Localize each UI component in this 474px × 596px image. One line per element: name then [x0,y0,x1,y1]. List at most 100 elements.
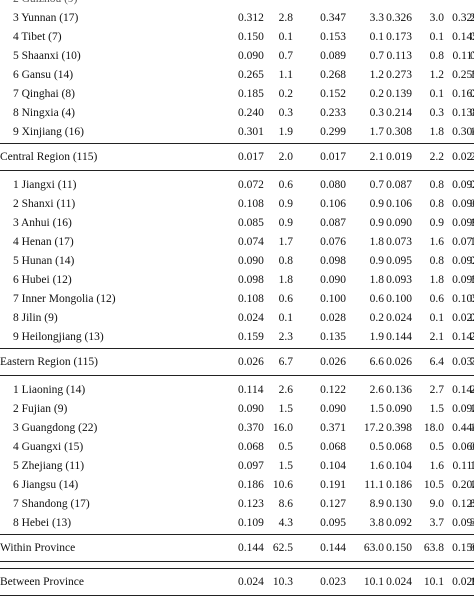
cell-value: 0.326 [386,12,412,24]
cell-value: 0.104 [320,460,346,472]
table-row: 6 Hubei (12) 0.098 1.8 0.090 1.8 0.093 1.8 0.09… [0,271,474,290]
table-row: 7 Shandong (17) 0.123 8.6 0.127 8.9 0.130 9.0 0… [0,495,474,514]
cell-value: 2.0 [470,331,474,343]
cell-value: 6.6 [369,356,384,368]
cell-value: 2.8 [278,12,293,24]
table-row: 5 Hunan (14) 0.090 0.8 0.098 0.9 0.095 0.8 0.09… [0,252,474,271]
cell-value: 0.144 [386,331,412,343]
cell-value: 0.1 [429,312,444,324]
table-row: 8 Hebei (13) 0.109 4.3 0.095 3.8 0.092 3.7 0.09… [0,514,474,533]
cell-label: 3 Guangdong (22) [13,422,98,434]
cell-value: 0.068 [386,441,412,453]
table-row: 2 Fujian (9) 0.090 1.5 0.090 1.5 0.090 1.5 0.09… [0,400,474,419]
cell-value: 0.145 [452,31,474,43]
cell-value: 0.073 [452,236,474,248]
cell-value: 0.019 [386,151,412,163]
cell-value: 0.7 [470,179,474,191]
cell-value: 62.3 [470,542,474,554]
cell-label: 2 Guizhou (9) [13,0,78,9]
cell-value: 1.8 [278,274,293,286]
cell-label: Between Province [0,576,84,588]
cell-value: 1.5 [470,236,474,248]
cell-value: 0.273 [386,69,412,81]
cell-label: 5 Shaanxi (10) [13,50,81,62]
cell-value: 0.092 [452,403,474,415]
cell-label: 7 Shandong (17) [13,498,90,510]
cell-value: 8.6 [278,498,293,510]
cell-value: 0.1 [278,31,293,43]
cell-value: 2.1 [429,331,444,343]
cell-value: 0.265 [238,69,264,81]
cell-value: 62.5 [272,542,293,554]
cell-value: 0.1 [470,312,474,324]
cell-value: 0.3 [369,107,384,119]
table-rule [0,143,474,144]
cell-value: 0.299 [320,126,346,138]
cell-label: 6 Jiangsu (14) [13,479,79,491]
cell-value: 0.398 [386,422,412,434]
cell-value: 0.444 [452,422,474,434]
cell-value: 0.026 [238,356,264,368]
table-row: 1 Liaoning (14) 0.114 2.6 0.122 2.6 0.136 2.7 0… [0,381,474,400]
cell-label: 5 Hunan (14) [13,255,75,267]
cell-value: 0.240 [238,107,264,119]
cell-value: 2.6 [278,384,293,396]
cell-value: 0.106 [386,198,412,210]
cell-value: 0.153 [320,31,346,43]
cell-value: 0.9 [369,255,384,267]
cell-value: 17.2 [363,422,384,434]
cell-value: 0.144 [320,542,346,554]
table-rule [0,568,474,569]
cell-value: 0.095 [386,255,412,267]
cell-label: 1 Jiangxi (11) [13,179,77,191]
cell-label: 5 Zhejiang (11) [13,460,85,472]
cell-value: 0.186 [386,479,412,491]
cell-value: 11.2 [470,479,474,491]
cell-value: 0.6 [278,179,293,191]
cell-value: 0.089 [320,50,346,62]
cell-value: 0.094 [452,517,474,529]
cell-value: 1.0 [470,217,474,229]
cell-value: 2.1 [369,151,384,163]
cell-label: 7 Inner Mongolia (12) [13,293,116,305]
table-row: 9 Xinjiang (16) 0.301 1.9 0.299 1.7 0.308 1.8 0… [0,123,474,142]
cell-value: 0.150 [238,31,264,43]
cell-label: 8 Jilin (9) [13,312,58,324]
cell-value: 0.3 [278,107,293,119]
region-row: Central Region (115) 0.017 2.0 0.017 2.1 0.01… [0,148,474,167]
cell-value: 1.8 [369,236,384,248]
cell-value: 0.371 [320,422,346,434]
cell-value: 0.9 [369,198,384,210]
table-row: 5 Zhejiang (11) 0.097 1.5 0.104 1.6 0.104 1.6 0… [0,457,474,476]
cell-value: 0.099 [452,217,474,229]
cell-value: 0.1 [429,88,444,100]
cell-label: Eastern Region (115) [0,356,98,368]
cell-value: 0.092 [452,179,474,191]
cell-value: 17.9 [470,422,474,434]
cell-value: 0.138 [452,107,474,119]
cell-value: 0.185 [238,88,264,100]
cell-value: 0.090 [238,50,264,62]
table-row: 6 Jiangsu (14) 0.186 10.6 0.191 11.1 0.186 10.… [0,476,474,495]
cell-value: 1.2 [369,69,384,81]
cell-value: 0.033 [452,356,474,368]
table-row: 8 Ningxia (4) 0.240 0.3 0.233 0.3 0.214 0.3 0.1… [0,104,474,123]
cell-value: 1.7 [369,126,384,138]
cell-value: 0.085 [238,217,264,229]
cell-value: 0.068 [238,441,264,453]
table-row: 7 Inner Mongolia (12) 0.108 0.6 0.100 0.6 0.1… [0,290,474,309]
cell-value: 0.8 [278,255,293,267]
cell-value: 1.0 [470,69,474,81]
cell-value: 0.095 [452,274,474,286]
cell-value: 0.125 [452,498,474,510]
cell-value: 1.7 [278,236,293,248]
cell-value: 2.2 [429,151,444,163]
cell-value: 0.2 [470,107,474,119]
cell-value: 2.8 [470,12,474,24]
cell-value: 2.0 [278,151,293,163]
cell-value: 2.7 [429,384,444,396]
cell-value: 0.9 [278,217,293,229]
cell-value: 0.191 [320,479,346,491]
cell-value: 0.6 [278,293,293,305]
cell-value: 0.093 [386,274,412,286]
